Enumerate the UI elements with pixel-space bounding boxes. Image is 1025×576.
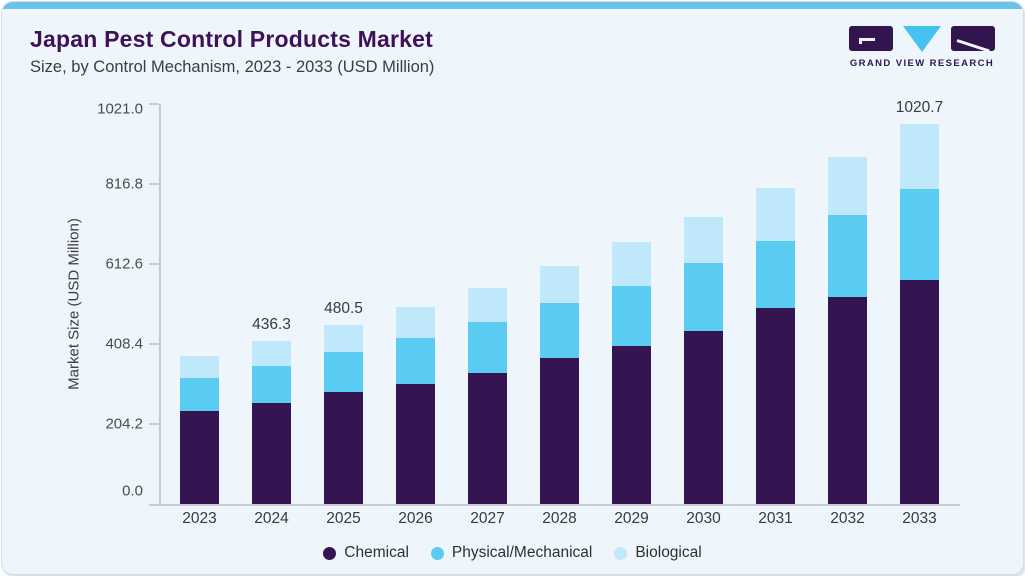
y-tick-mark xyxy=(149,263,159,265)
bar-2026 xyxy=(396,307,435,504)
logo-g-icon xyxy=(849,26,893,51)
bar-2031 xyxy=(756,187,795,504)
bar-2032 xyxy=(828,156,867,504)
bar-2029-chemical-segment[interactable] xyxy=(612,345,651,504)
legend: Chemical Physical/Mechanical Biological xyxy=(2,540,1023,566)
bar-2025-physical-mechanical-segment[interactable] xyxy=(324,351,363,393)
y-tick-label: 0.0 xyxy=(122,482,143,500)
x-tick-label-2028: 2028 xyxy=(542,510,577,527)
y-tick-label: 1021.0 xyxy=(97,100,143,118)
bar-value-label-2033: 1020.7 xyxy=(895,98,944,116)
y-tick-mark xyxy=(149,423,159,425)
x-tick-label-2031: 2031 xyxy=(758,510,793,527)
bar-2029 xyxy=(612,242,651,504)
bar-2029-physical-mechanical-segment[interactable] xyxy=(612,285,651,346)
bar-2027-chemical-segment[interactable] xyxy=(468,372,507,504)
x-tick-label-2033: 2033 xyxy=(902,510,937,527)
bar-2031-chemical-segment[interactable] xyxy=(756,308,795,504)
y-tick-mark xyxy=(149,103,159,105)
legend-item-biological[interactable]: Biological xyxy=(614,544,702,562)
bar-2025-biological-segment[interactable] xyxy=(324,324,363,352)
x-tick-label-2032: 2032 xyxy=(830,510,865,527)
x-tick-label-2025: 2025 xyxy=(326,510,361,527)
y-tick-label: 204.2 xyxy=(105,415,143,433)
x-tick-label-2024: 2024 xyxy=(254,510,289,527)
bar-2033 xyxy=(900,123,939,504)
bar-2033-chemical-segment[interactable] xyxy=(900,280,939,504)
legend-dot-icon xyxy=(614,546,628,560)
legend-dot-icon xyxy=(430,546,444,560)
bar-2033-biological-segment[interactable] xyxy=(900,123,939,189)
x-tick-label-2029: 2029 xyxy=(614,510,649,527)
y-axis-title: Market Size (USD Million) xyxy=(65,218,83,390)
bar-2032-physical-mechanical-segment[interactable] xyxy=(828,215,867,298)
x-tick-label-2027: 2027 xyxy=(470,510,505,527)
bar-2032-biological-segment[interactable] xyxy=(828,156,867,216)
y-tick-mark xyxy=(149,183,159,185)
bar-2031-biological-segment[interactable] xyxy=(756,187,795,241)
legend-label: Chemical xyxy=(344,544,409,561)
bar-value-label-2025: 480.5 xyxy=(324,299,363,317)
logo-triangle-icon xyxy=(903,26,941,52)
bar-2025-chemical-segment[interactable] xyxy=(324,392,363,504)
logo-glyphs xyxy=(849,26,995,53)
bar-2027-biological-segment[interactable] xyxy=(468,287,507,322)
bar-2029-biological-segment[interactable] xyxy=(612,242,651,286)
bar-2032-chemical-segment[interactable] xyxy=(828,297,867,504)
bar-2030-biological-segment[interactable] xyxy=(684,216,723,264)
bar-2030-chemical-segment[interactable] xyxy=(684,331,723,504)
legend-item-physical-mechanical[interactable]: Physical/Mechanical xyxy=(430,544,593,562)
bar-2033-physical-mechanical-segment[interactable] xyxy=(900,188,939,281)
legend-label: Physical/Mechanical xyxy=(451,544,593,561)
logo-wordmark: GRAND VIEW RESEARCH xyxy=(849,58,995,69)
y-axis-line xyxy=(159,104,161,504)
y-tick-mark xyxy=(149,343,159,345)
bar-2026-physical-mechanical-segment[interactable] xyxy=(396,337,435,385)
bar-2024-chemical-segment[interactable] xyxy=(252,403,291,504)
logo-r-icon xyxy=(951,26,995,51)
bar-2027-physical-mechanical-segment[interactable] xyxy=(468,321,507,373)
bar-2023-biological-segment[interactable] xyxy=(180,355,219,379)
legend-dot-icon xyxy=(323,546,337,560)
bar-2028 xyxy=(540,266,579,504)
y-tick-label: 612.6 xyxy=(105,255,143,273)
bar-2023-chemical-segment[interactable] xyxy=(180,411,219,504)
bar-2028-chemical-segment[interactable] xyxy=(540,358,579,504)
bar-2028-physical-mechanical-segment[interactable] xyxy=(540,303,579,359)
y-tick-label: 408.4 xyxy=(105,335,143,353)
bar-2030 xyxy=(684,216,723,504)
grand-view-research-logo: GRAND VIEW RESEARCH xyxy=(849,26,995,69)
bar-value-label-2024: 436.3 xyxy=(252,316,291,334)
bar-2026-biological-segment[interactable] xyxy=(396,307,435,338)
bar-2024-biological-segment[interactable] xyxy=(252,341,291,366)
x-tick-label-2023: 2023 xyxy=(182,510,217,527)
bar-2024-physical-mechanical-segment[interactable] xyxy=(252,365,291,404)
bar-2028-biological-segment[interactable] xyxy=(540,266,579,304)
x-axis-line xyxy=(149,504,960,506)
bar-2024 xyxy=(252,341,291,504)
bar-2030-physical-mechanical-segment[interactable] xyxy=(684,263,723,332)
legend-item-chemical[interactable]: Chemical xyxy=(323,544,409,562)
bar-2023 xyxy=(180,355,219,504)
x-tick-label-2030: 2030 xyxy=(686,510,721,527)
bar-2027 xyxy=(468,287,507,504)
bar-2031-physical-mechanical-segment[interactable] xyxy=(756,240,795,309)
page-subtitle: Size, by Control Mechanism, 2023 - 2033 … xyxy=(30,58,435,76)
bar-2025 xyxy=(324,324,363,504)
bar-2023-physical-mechanical-segment[interactable] xyxy=(180,378,219,412)
x-tick-label-2026: 2026 xyxy=(398,510,433,527)
bar-2026-chemical-segment[interactable] xyxy=(396,384,435,504)
top-accent-bar xyxy=(2,2,1023,9)
legend-label: Biological xyxy=(635,544,702,561)
y-tick-label: 816.8 xyxy=(105,175,143,193)
page-title: Japan Pest Control Products Market xyxy=(30,26,433,52)
